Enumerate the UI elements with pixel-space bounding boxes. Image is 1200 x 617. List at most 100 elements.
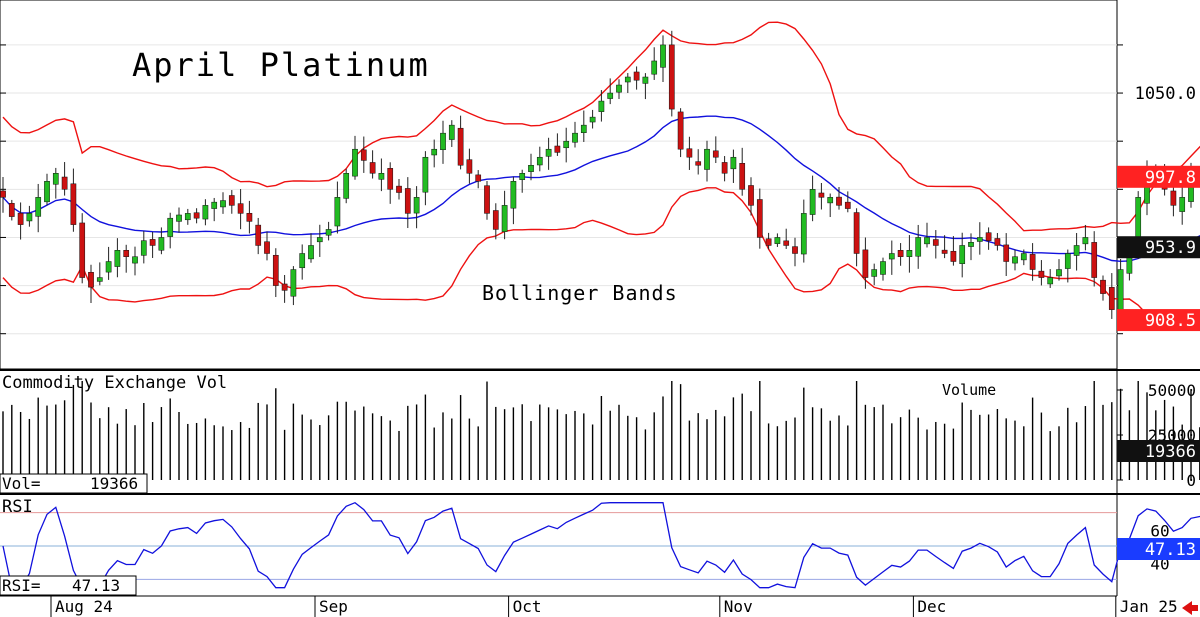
candle-body (246, 212, 253, 222)
candle-body (158, 237, 165, 251)
candle-body (96, 277, 103, 282)
candle-body (651, 60, 658, 75)
price-badge-bg (1117, 309, 1200, 332)
candle-body (281, 283, 288, 291)
price-badges: 997.8 953.9 908.5 (1117, 165, 1200, 332)
volume-readout-box (0, 473, 148, 494)
candle-body (783, 240, 790, 246)
candle-body (61, 176, 68, 190)
candle-body (536, 156, 543, 166)
candle-body (70, 183, 77, 225)
time-axis: Aug 24 Sep Oct Nov Dec Jan 25 (50, 596, 1178, 617)
volume-panel-label: Commodity Exchange Vol (2, 373, 227, 393)
month-label: Jan 25 (1120, 597, 1178, 616)
candle-body (105, 261, 112, 273)
candle-body (52, 173, 59, 185)
candle-body (140, 240, 147, 256)
candle-body (712, 150, 719, 158)
candle-body (1100, 279, 1106, 294)
candle-body (1029, 254, 1036, 270)
candle-body (853, 212, 860, 254)
candle-body (466, 159, 473, 174)
candle-body (211, 201, 218, 209)
month-label: Dec (917, 597, 946, 616)
candle-body (941, 249, 948, 254)
candle-body (1020, 253, 1027, 261)
candle-body (572, 132, 578, 143)
candle-body (1038, 270, 1045, 278)
bollinger-middle-band (2, 115, 1200, 263)
candle-body (457, 127, 464, 166)
candle-body (475, 174, 482, 182)
candle-body (1056, 269, 1062, 277)
price-tick-label: 1050.0 (1135, 84, 1196, 104)
candle-body (844, 201, 851, 209)
candle-body (184, 213, 191, 221)
price-badge: 953.9 (1145, 238, 1196, 258)
candle-body (202, 205, 209, 220)
candle-body (193, 212, 200, 219)
candle-body (0, 190, 6, 198)
candle-body (413, 197, 420, 214)
month-label: Nov (724, 597, 753, 616)
candle-body (730, 156, 737, 170)
volume-annotation: Volume (942, 381, 996, 399)
candle-body (668, 44, 675, 110)
candle-body (950, 250, 957, 262)
volume-readout-label: Vol= (2, 474, 41, 493)
candle-body (633, 71, 640, 81)
candle-body (387, 168, 394, 190)
price-axis-labels: 1050.0 (1135, 84, 1196, 104)
candle-body (8, 203, 15, 217)
candle-body (1012, 256, 1018, 264)
candle-body (836, 196, 842, 206)
candle-body (17, 212, 24, 225)
candle-body (809, 189, 816, 215)
candle-body (308, 245, 314, 260)
candle-body (325, 229, 332, 236)
candle-body (677, 111, 684, 150)
candle-body (748, 185, 754, 206)
candle-body (396, 185, 402, 193)
month-label: Aug 24 (55, 597, 113, 616)
candle-body (123, 250, 130, 257)
candle-body (880, 261, 886, 275)
rsi-badge: 47.13 (1145, 540, 1196, 560)
candle-body (149, 239, 156, 246)
scroll-right-arrow-icon[interactable] (1182, 601, 1198, 615)
candle-body (26, 213, 33, 222)
candle-body (660, 44, 666, 68)
candle-body (976, 237, 983, 242)
candle-body (501, 205, 508, 232)
candle-body (79, 222, 86, 278)
candle-body (132, 256, 138, 264)
candle-body (704, 148, 710, 170)
volume-badge: 19366 (1145, 442, 1196, 462)
candle-body (932, 239, 939, 246)
candle-body (589, 116, 596, 123)
month-label: Oct (513, 597, 542, 616)
candle-body (519, 173, 526, 180)
candle-body (352, 148, 358, 177)
rsi-readout-value: 47.13 (72, 576, 120, 595)
candle-body (88, 272, 94, 288)
candle-body (492, 210, 499, 230)
candle-body (985, 232, 992, 241)
volume-bars (2, 381, 1200, 480)
candle-body (510, 181, 517, 209)
candle-body (756, 199, 763, 238)
candle-body (827, 197, 834, 204)
candle-body (897, 250, 904, 257)
candle-body (176, 214, 182, 222)
chart-title: April Platinum (132, 46, 430, 84)
candle-body (1117, 269, 1124, 315)
candle-body (1179, 197, 1186, 212)
candle-body (44, 181, 50, 203)
candle-body (1091, 242, 1098, 278)
rsi-badge-bg (1117, 538, 1200, 560)
candle-body (237, 203, 244, 214)
candle-body (431, 148, 438, 156)
candle-body (290, 269, 297, 297)
candle-body (968, 242, 974, 247)
rsi-line (2, 501, 1200, 589)
